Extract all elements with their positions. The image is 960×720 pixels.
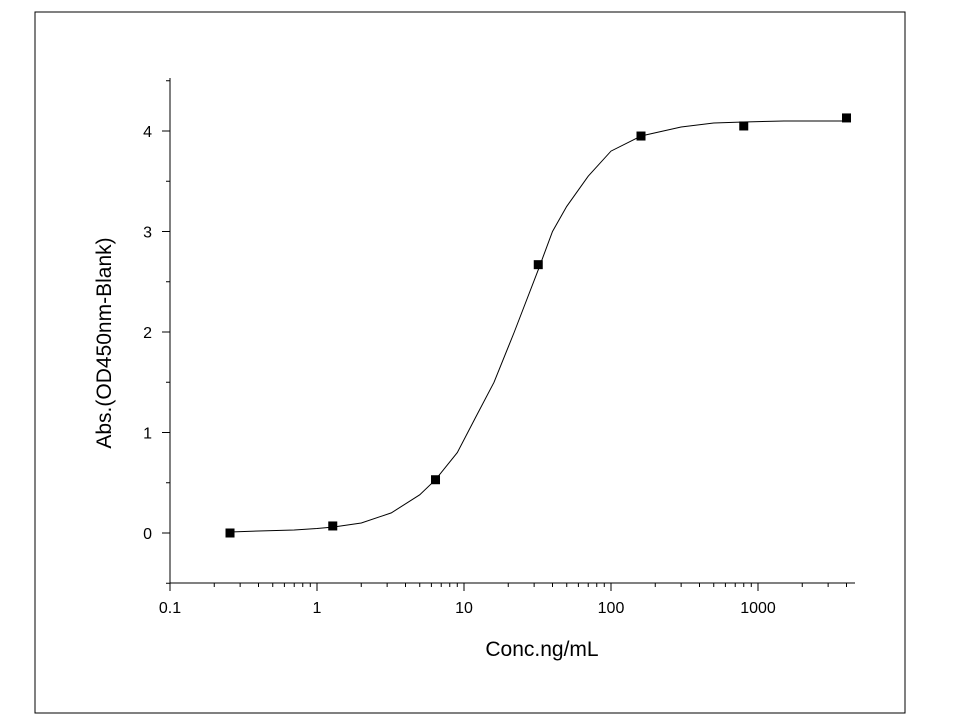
x-tick-label: 1000 [740,600,776,617]
x-axis-ticks: 0.1 1 10 100 1000 [159,583,848,617]
fit-curve [229,120,847,533]
data-point [328,521,338,531]
data-point [431,475,441,485]
x-tick-label: 0.1 [159,600,181,617]
data-point [636,131,646,141]
x-tick-label: 10 [455,600,473,617]
axes [169,78,855,584]
x-tick-label: 1 [313,600,322,617]
x-axis-title: Conc.ng/mL [485,638,598,661]
outer-frame [34,11,906,714]
data-point [842,113,852,123]
y-tick-label: 4 [143,124,152,141]
y-axis-ticks: 0 1 2 3 4 [143,80,170,584]
y-tick-label: 0 [143,526,152,543]
data-point [225,528,235,538]
data-points [225,113,852,538]
x-tick-label: 100 [598,600,625,617]
y-axis-title: Abs.(OD450nm-Blank) [93,237,116,448]
data-point [739,121,749,131]
y-tick-label: 3 [143,225,152,242]
y-tick-label: 2 [143,325,152,342]
data-point [533,260,543,270]
y-tick-label: 1 [143,426,152,443]
